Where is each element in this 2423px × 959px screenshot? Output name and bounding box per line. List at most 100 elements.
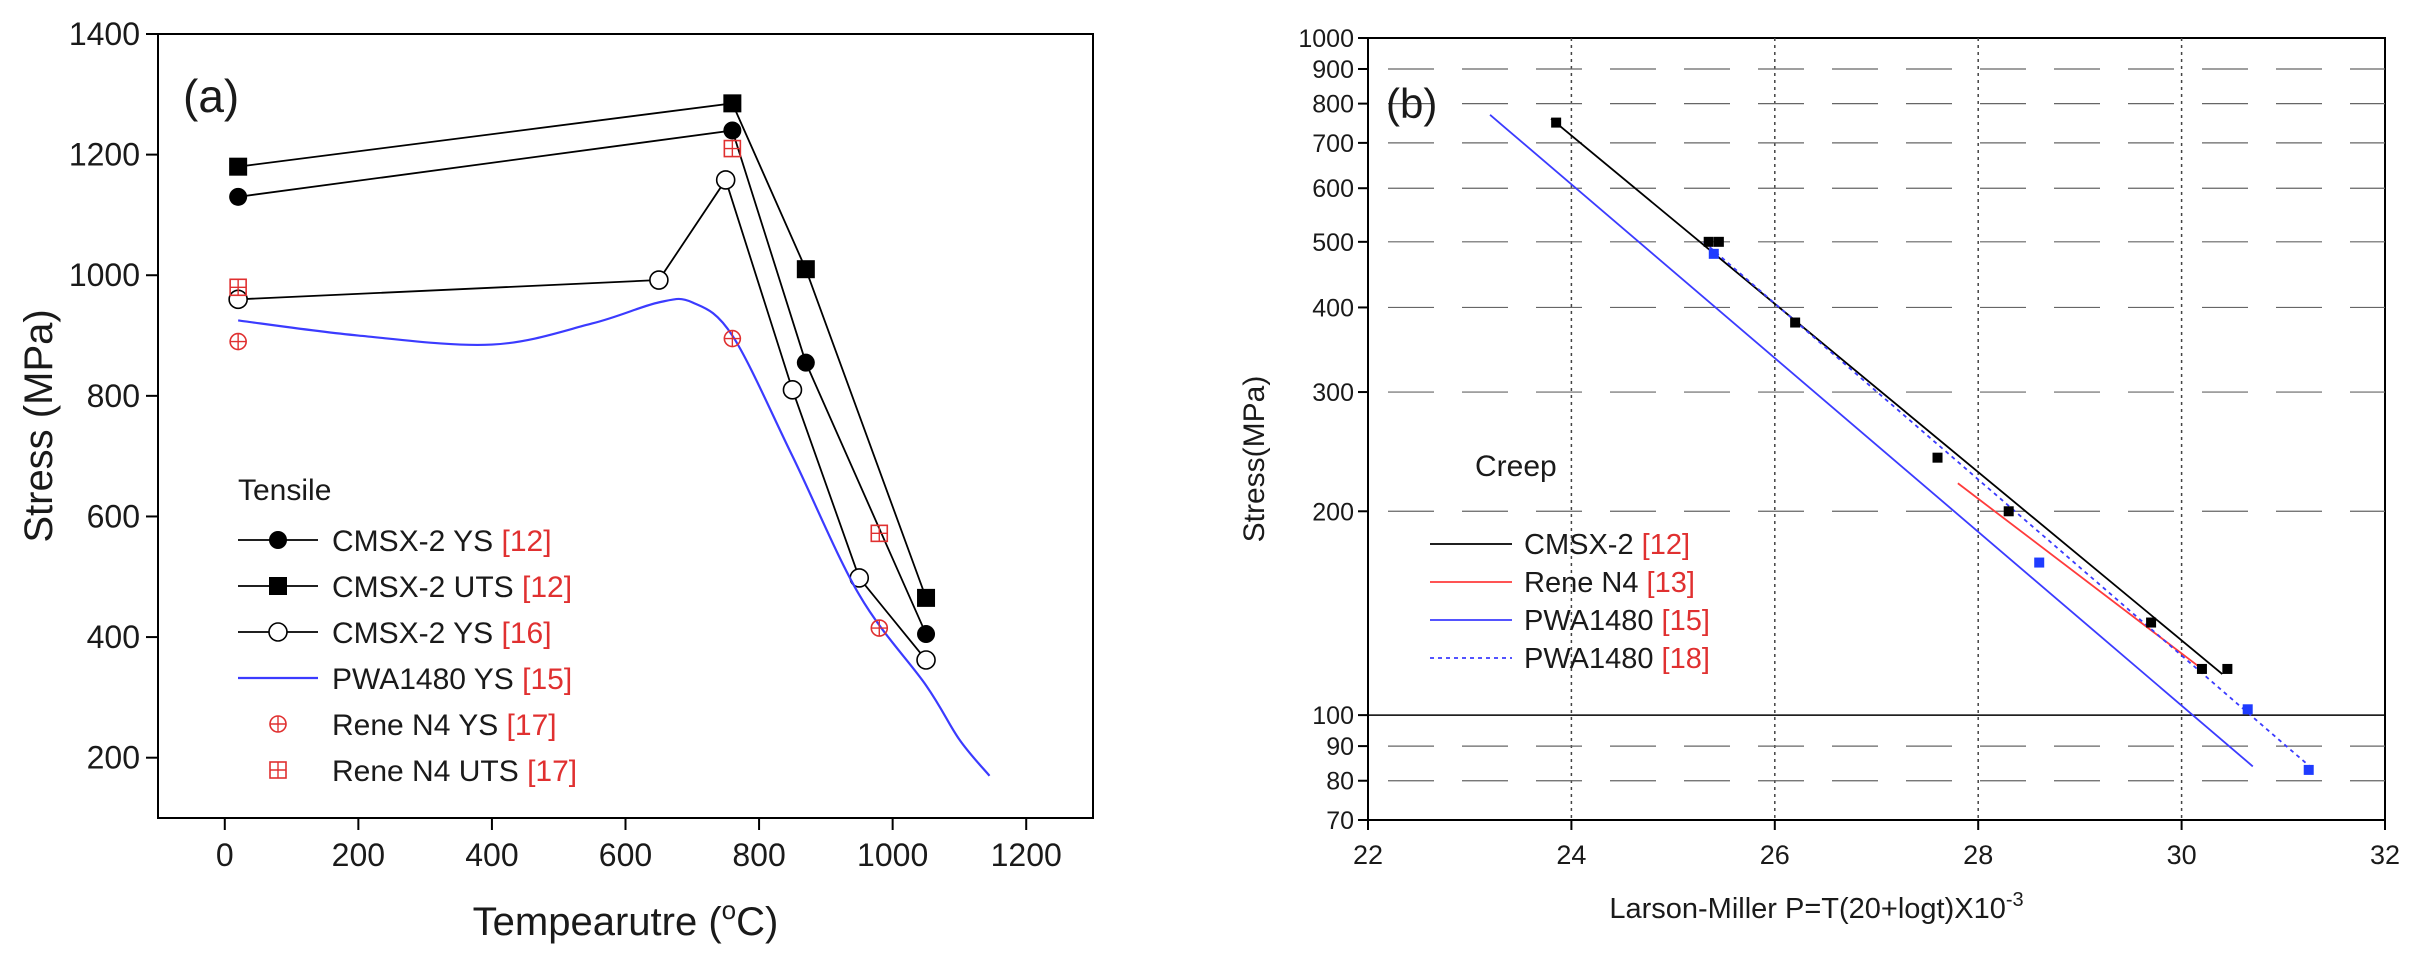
fit-line-b-0 xyxy=(1550,118,2223,675)
x-axis-label-b-sup: -3 xyxy=(2006,889,2024,911)
data-point-b-0 xyxy=(1790,317,1801,328)
data-point-b-0 xyxy=(1713,236,1724,247)
y-tick-label-a: 1200 xyxy=(69,137,140,173)
legend-label-name: Rene N4 UTS xyxy=(332,755,519,788)
x-tick-label-b: 30 xyxy=(2167,840,2197,870)
legend-title-b: Creep xyxy=(1475,450,1557,483)
chart-a: 0 200 400 600 800 1000 1200 200 400 600 800 1000 120… xyxy=(17,16,1094,944)
legend-label-ref: [12] xyxy=(493,525,551,558)
legend-label: PWA1480 YS [15] xyxy=(332,663,572,696)
legend-label-ref: [17] xyxy=(498,709,556,742)
series-line-a-0 xyxy=(238,129,927,635)
y-tick-label-b: 300 xyxy=(1312,379,1354,407)
x-tick-label-a: 0 xyxy=(216,837,234,873)
legend-label-name: CMSX-2 YS xyxy=(332,525,493,558)
x-tick-label-b: 32 xyxy=(2370,840,2400,870)
y-tick-label-b: 90 xyxy=(1326,733,1354,761)
y-tick-label-b: 800 xyxy=(1312,91,1354,119)
data-point-b-1 xyxy=(2303,764,2314,775)
legend-marker xyxy=(268,622,288,642)
series-line-a-2 xyxy=(238,177,927,661)
y-axis-label-b: Stress(MPa) xyxy=(1238,376,1271,543)
legend-label-name: CMSX-2 xyxy=(1524,529,1634,561)
data-point-a-5-cross xyxy=(724,140,741,157)
y-tick-label-a: 600 xyxy=(87,498,140,534)
legend-label: PWA1480 [15] xyxy=(1524,605,1710,637)
legend-label-name: CMSX-2 YS xyxy=(332,617,493,650)
y-tick-label-b: 600 xyxy=(1312,175,1354,203)
y-tick-label-b: 900 xyxy=(1312,56,1354,84)
chart-b: 22 24 26 28 30 32 70 80 90 100 200 300 400 500 600 700 8… xyxy=(1238,25,2400,925)
legend-label-ref: [18] xyxy=(1654,643,1710,675)
legend-label-ref: [12] xyxy=(514,571,572,604)
y-tick-label-b: 100 xyxy=(1312,702,1354,730)
x-tick-label-b: 28 xyxy=(1963,840,1993,870)
x-axis-label-b: Larson-Miller P=T(20+logt)X10-3 xyxy=(1609,889,2023,925)
y-tick-label-a: 1000 xyxy=(69,257,140,293)
data-point-a-0 xyxy=(723,121,742,140)
series-a-0 xyxy=(229,121,936,644)
data-point-b-0 xyxy=(1551,117,1562,128)
legend-item-a-1: CMSX-2 UTS [12] xyxy=(238,571,572,604)
legend-item-b-2: PWA1480 [15] xyxy=(1430,605,1710,637)
y-tick-label-b: 70 xyxy=(1326,807,1354,835)
y-tick-label-a: 1400 xyxy=(69,16,140,52)
legend-label-ref: [16] xyxy=(493,617,551,650)
y-tick-label-b: 200 xyxy=(1312,498,1354,526)
legend-label-ref: [13] xyxy=(1638,567,1694,599)
data-point-b-0 xyxy=(1932,452,1943,463)
data-point-a-0 xyxy=(796,353,815,372)
legend-label-name: Rene N4 xyxy=(1524,567,1638,599)
x-tick-label-a: 1000 xyxy=(857,837,928,873)
data-point-a-4-cross xyxy=(230,333,247,350)
data-point-a-5-cross xyxy=(230,279,247,296)
legend-label: Rene N4 [13] xyxy=(1524,567,1695,599)
legend-label: CMSX-2 [12] xyxy=(1524,529,1690,561)
data-point-b-0 xyxy=(2003,506,2014,517)
y-tick-label-a: 400 xyxy=(87,619,140,655)
y-axis-label-a: Stress (MPa) xyxy=(17,309,61,542)
legend-item-b-1: Rene N4 [13] xyxy=(1430,567,1695,599)
legend-title-a: Tensile xyxy=(238,474,331,507)
legend-label-ref: [17] xyxy=(519,755,577,788)
data-point-b-1 xyxy=(1708,248,1719,259)
data-point-b-0 xyxy=(2222,663,2233,674)
legend-label: CMSX-2 YS [16] xyxy=(332,617,552,650)
x-tick-label-a: 600 xyxy=(599,837,652,873)
legend-item-b-0: CMSX-2 [12] xyxy=(1430,529,1690,561)
y-tick-label-a: 800 xyxy=(87,378,140,414)
legend-item-a-0: CMSX-2 YS [12] xyxy=(238,525,552,558)
y-tick-label-b: 700 xyxy=(1312,130,1354,158)
panel-label-a: (a) xyxy=(183,70,239,122)
legend-label-name: PWA1480 YS xyxy=(332,663,514,696)
legend-label: PWA1480 [18] xyxy=(1524,643,1710,675)
data-point-a-0 xyxy=(917,625,936,644)
legend-label: CMSX-2 UTS [12] xyxy=(332,571,572,604)
series-a-5 xyxy=(229,139,889,543)
data-point-a-4-cross xyxy=(724,330,741,347)
legend-label-name: PWA1480 xyxy=(1524,605,1654,637)
fit-line-b-1 xyxy=(1957,482,2203,670)
data-point-b-0 xyxy=(1703,236,1714,247)
x-tick-label-a: 400 xyxy=(465,837,518,873)
panel-label-b: (b) xyxy=(1386,80,1437,127)
y-tick-label-b: 500 xyxy=(1312,229,1354,257)
data-point-a-4 xyxy=(723,329,742,348)
series-a-4 xyxy=(229,329,889,637)
legend-item-a-5: Rene N4 UTS [17] xyxy=(269,755,577,788)
data-point-a-4 xyxy=(870,619,889,637)
data-point-a-2 xyxy=(715,170,736,190)
legend-label-ref: [15] xyxy=(514,663,572,696)
data-point-b-0 xyxy=(2146,617,2157,628)
data-point-a-0 xyxy=(229,187,248,206)
legend-label: Rene N4 UTS [17] xyxy=(332,755,577,788)
legend-label-ref: [15] xyxy=(1654,605,1710,637)
x-axis-label-a-tail: C) xyxy=(736,900,778,944)
legend-label-ref: [12] xyxy=(1634,529,1690,561)
x-tick-label-a: 800 xyxy=(732,837,785,873)
data-point-a-5 xyxy=(723,139,742,158)
legend-label: Rene N4 YS [17] xyxy=(332,709,557,742)
x-tick-label-b: 22 xyxy=(1353,840,1383,870)
legend-item-a-2: CMSX-2 YS [16] xyxy=(238,617,552,650)
